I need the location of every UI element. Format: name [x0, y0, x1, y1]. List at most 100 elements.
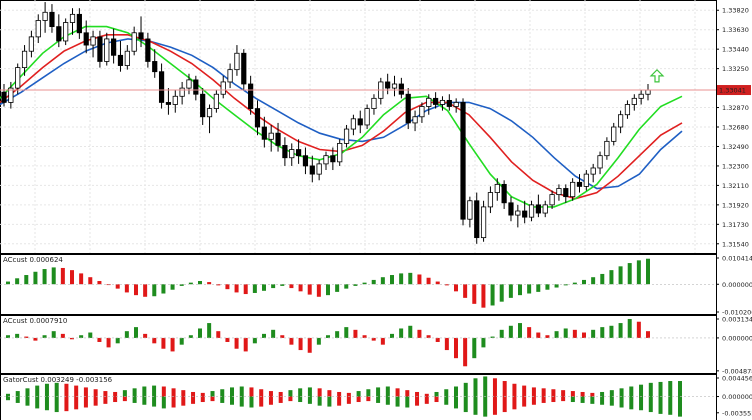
candle	[556, 184, 562, 201]
candle-body	[426, 97, 432, 107]
candle-body	[439, 99, 446, 105]
candle-body	[158, 71, 165, 103]
gator-lower-bar	[366, 396, 371, 402]
candle-body	[227, 69, 233, 83]
candle	[453, 98, 459, 113]
candle	[343, 124, 350, 148]
candle	[172, 90, 178, 113]
candle-body	[145, 38, 151, 62]
histogram-bar	[24, 336, 29, 338]
candle	[624, 100, 631, 119]
histogram-bar	[15, 333, 20, 338]
candle-body	[152, 61, 158, 73]
histogram-bar	[234, 337, 239, 349]
candle	[631, 94, 637, 111]
candle	[474, 192, 480, 244]
histogram-bar	[207, 282, 212, 285]
candle-body	[453, 102, 459, 107]
candle-body	[385, 81, 391, 89]
gator-upper-bar	[580, 391, 585, 397]
candle	[289, 143, 295, 166]
gator-lower-bar	[93, 396, 98, 406]
gator-lower-bar	[678, 396, 682, 417]
y-tick-label: 1.32490	[722, 143, 749, 151]
histogram-bar	[161, 337, 166, 349]
histogram-bar	[399, 273, 404, 285]
histogram-bar	[591, 277, 596, 285]
histogram-bar	[79, 273, 84, 285]
candle-body	[583, 173, 589, 187]
histogram-bar	[518, 284, 522, 296]
candle	[583, 170, 589, 191]
gator-upper-bar	[181, 390, 186, 397]
gator-upper-bar	[658, 381, 663, 397]
histogram-bar	[490, 284, 495, 306]
candle	[97, 30, 103, 68]
gator-lower-bar	[161, 396, 166, 409]
histogram-bar	[627, 263, 632, 285]
candle-body	[604, 140, 610, 157]
candle	[302, 147, 309, 175]
candle	[145, 32, 151, 68]
candle-body	[63, 22, 69, 42]
gator-lower-bar	[15, 396, 20, 403]
histogram-bar	[188, 335, 193, 338]
candle	[371, 94, 377, 115]
candle-body	[371, 97, 377, 109]
gator-upper-bar	[483, 376, 488, 397]
gator-lower-bar	[405, 396, 410, 408]
y-tick-label: 1.33440	[722, 46, 749, 54]
histogram-bar	[262, 333, 266, 338]
histogram-bar	[563, 284, 568, 286]
histogram-bar	[527, 327, 532, 338]
gator-lower-bar	[220, 396, 225, 403]
y-tick-label: 1.33820	[722, 7, 749, 15]
candle	[76, 8, 82, 39]
candle-body	[460, 102, 466, 220]
histogram-bar	[234, 284, 239, 293]
gator-lower-bar	[424, 396, 429, 404]
gator-lower-bar	[522, 396, 527, 407]
candle	[15, 63, 21, 95]
candle-body	[391, 83, 398, 89]
candle	[111, 28, 117, 64]
y-tick-label: 1.33630	[722, 26, 749, 34]
gator-lower-bar	[152, 396, 157, 407]
histogram-bar	[508, 325, 513, 338]
candle	[467, 196, 473, 228]
gator-upper-bar	[298, 388, 303, 397]
histogram-bar	[417, 329, 422, 338]
candle-body	[1, 91, 7, 103]
candle	[227, 63, 233, 89]
histogram-bar	[563, 328, 568, 338]
gator-upper-bar	[619, 388, 624, 397]
candle-body	[56, 26, 62, 42]
gator-upper-bar	[541, 388, 546, 397]
histogram-bar	[252, 337, 257, 344]
candle	[83, 20, 89, 54]
histogram-bar	[216, 284, 221, 286]
candle-body	[535, 204, 541, 214]
gator-upper-bar	[113, 391, 118, 397]
candle-body	[501, 183, 507, 204]
candle-body	[165, 102, 172, 105]
price-panel: 1.33820 1.33630 1.33440 1.33250 1.32870 1.326…	[0, 0, 751, 254]
gator-upper-bar	[210, 391, 215, 397]
candle-body	[528, 204, 535, 218]
gator-lower-bar	[619, 396, 624, 408]
gator-lower-bar	[113, 396, 118, 403]
histogram-bar	[344, 327, 349, 338]
candle	[590, 163, 596, 183]
gator-lower-bar	[473, 396, 478, 415]
candle	[563, 184, 569, 203]
gator-lower-bar	[385, 396, 390, 405]
gator-upper-bar	[288, 390, 293, 397]
candle	[617, 110, 624, 134]
candle	[282, 137, 288, 166]
histogram-bar	[353, 329, 358, 338]
gator-lower-bar	[249, 396, 254, 408]
histogram-bar	[289, 337, 294, 345]
y-tick-label: 0.000000	[722, 393, 752, 401]
histogram-bar	[179, 337, 184, 345]
histogram-bar	[134, 284, 138, 296]
